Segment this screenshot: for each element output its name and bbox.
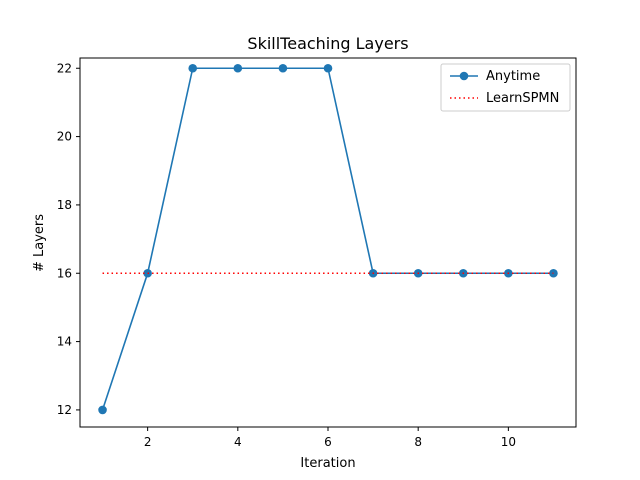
y-tick-label: 14 [57,335,72,349]
legend: Anytime LearnSPMN [440,63,571,112]
x-tick-label: 8 [414,435,422,449]
legend-learnspmn-label: LearnSPMN [486,91,559,106]
data-point-anytime [323,63,333,73]
data-point-anytime [278,63,288,73]
plot-area [79,57,577,428]
data-point-anytime [188,63,198,73]
y-tick-label: 12 [57,403,72,417]
legend-anytime-label: Anytime [486,69,540,84]
data-point-anytime [233,63,243,73]
x-tick-label: 10 [501,435,516,449]
axis-ticks: 2 4 6 8 10 12 14 16 18 20 22 [57,61,516,449]
y-tick-label: 18 [57,198,72,212]
x-tick-label: 2 [144,435,152,449]
y-tick-label: 20 [57,130,72,144]
y-tick-label: 16 [57,266,72,280]
series-line-anytime [101,67,554,411]
y-axis-label: # Layers [32,214,47,272]
chart-title: SkillTeaching Layers [247,34,408,53]
x-tick-label: 6 [324,435,332,449]
y-tick-label: 22 [57,61,72,75]
x-tick-label: 4 [234,435,242,449]
x-axis-label: Iteration [300,456,355,471]
data-point-anytime [549,268,558,278]
data-point-anytime [98,405,107,415]
legend-anytime-marker [459,71,469,81]
